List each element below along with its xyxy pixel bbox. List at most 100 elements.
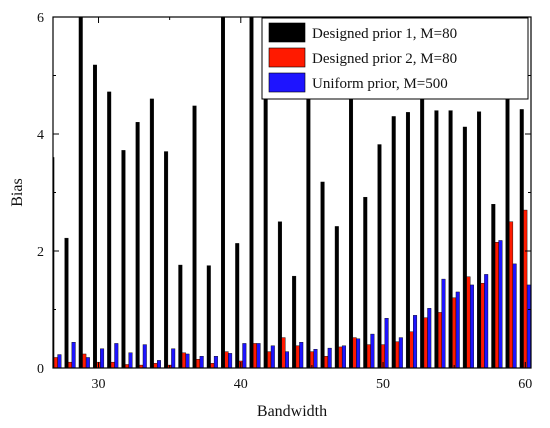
bar-3-x39	[228, 353, 233, 368]
bar-2-x42	[267, 351, 272, 368]
bar-3-x53	[427, 308, 432, 368]
bar-1-x43	[277, 221, 282, 368]
bar-1-x32	[121, 150, 126, 368]
bar-2-x56	[466, 276, 471, 368]
bar-3-x57	[484, 274, 489, 368]
bar-1-x47	[334, 226, 339, 368]
x-tick-label-60: 60	[518, 377, 532, 392]
legend-box	[261, 17, 529, 100]
bar-3-x43	[285, 351, 289, 368]
bar-3-x29	[85, 357, 90, 368]
y-tick-label-6: 6	[37, 11, 44, 26]
bar-3-x44	[299, 342, 304, 368]
bar-1-x57	[477, 111, 482, 368]
bar-3-x34	[157, 360, 161, 368]
bar-2-x36	[181, 352, 186, 368]
bar-1-x45	[306, 17, 311, 368]
bar-1-x28	[64, 237, 69, 368]
bar-2-x54	[437, 312, 442, 368]
y-tick-label-0: 0	[37, 362, 44, 377]
bar-2-x46	[324, 356, 329, 368]
bar-3-x37	[199, 356, 204, 368]
bar-1-x35	[164, 151, 169, 368]
bar-2-x48	[352, 337, 357, 368]
bar-3-x49	[370, 333, 375, 368]
bar-2-x47	[338, 346, 343, 368]
bar-2-x51	[395, 341, 400, 368]
bar-2-x53	[423, 317, 428, 368]
bars-layer	[53, 17, 531, 368]
bar-1-x38	[206, 265, 211, 368]
bar-1-x42	[263, 17, 268, 368]
bar-3-x32	[128, 352, 133, 368]
bar-3-x38	[213, 356, 218, 368]
bar-3-x31	[114, 343, 119, 368]
legend-swatch-2	[268, 47, 306, 68]
bar-2-x55	[452, 297, 457, 368]
bar-1-x44	[292, 275, 297, 368]
bar-1-x53	[420, 17, 425, 368]
bar-3-x51	[398, 337, 403, 368]
bar-1-x41	[249, 17, 254, 368]
bar-1-x30	[92, 64, 97, 368]
bar-2-x60	[523, 209, 528, 368]
bar-1-x56	[462, 126, 467, 368]
bar-3-x30	[100, 348, 105, 368]
bar-3-x48	[356, 338, 361, 368]
bar-2-x29	[82, 353, 87, 368]
bar-1-x31	[107, 91, 112, 368]
bar-2-x57	[480, 282, 485, 368]
bar-1-x51	[391, 116, 396, 368]
bar-1-x40	[235, 243, 240, 368]
bar-3-x55	[455, 291, 460, 368]
bar-1-x60	[519, 109, 524, 368]
bar-3-x41	[256, 343, 261, 368]
bar-2-x38	[210, 363, 215, 368]
bar-3-x27	[57, 354, 62, 368]
bar-2-x39	[224, 351, 229, 368]
bar-2-x43	[281, 337, 286, 368]
bar-3-x59	[512, 263, 517, 368]
bar-2-x28	[68, 361, 73, 368]
bar-3-x42	[270, 345, 275, 368]
legend: Designed prior 1, M=80 Designed prior 2, …	[261, 17, 529, 100]
legend-label-3: Uniform prior, M=500	[312, 76, 448, 92]
bar-1-x34	[149, 98, 154, 368]
bar-2-x31	[110, 361, 115, 368]
bar-3-x46	[327, 347, 332, 368]
bar-3-x35	[171, 348, 176, 368]
bar-3-x60	[526, 284, 531, 368]
y-tick-label-2: 2	[37, 245, 44, 260]
bar-3-x40	[242, 343, 247, 368]
x-axis-label: Bandwidth	[257, 403, 327, 420]
bar-1-x37	[192, 105, 197, 368]
x-tick-label-30: 30	[92, 377, 106, 392]
legend-swatch-3	[268, 72, 306, 93]
bar-2-x59	[509, 221, 514, 368]
bar-1-x58	[491, 203, 496, 368]
legend-label-2: Designed prior 2, M=80	[312, 51, 457, 67]
bar-2-x37	[196, 359, 201, 368]
x-tick-label-50: 50	[376, 377, 390, 392]
bar-3-x50	[384, 318, 389, 368]
bar-1-x49	[363, 196, 368, 368]
bar-2-x41	[253, 343, 257, 368]
x-tick-label-40: 40	[234, 377, 248, 392]
bar-2-x49	[366, 344, 371, 368]
bar-3-x36	[185, 353, 190, 368]
legend-label-1: Designed prior 1, M=80	[312, 26, 457, 42]
bar-3-x56	[469, 284, 474, 368]
bar-1-x36	[178, 264, 183, 368]
bar-3-x33	[142, 344, 147, 368]
bar-3-x54	[441, 278, 446, 368]
bar-1-x50	[377, 144, 382, 368]
bar-1-x52	[405, 112, 410, 368]
y-axis-label: Bias	[9, 178, 26, 206]
bar-3-x45	[313, 349, 318, 368]
bar-1-x54	[434, 110, 439, 368]
legend-swatch-1	[268, 22, 306, 43]
bar-1-x33	[135, 122, 140, 368]
bar-2-x52	[409, 331, 414, 368]
bar-2-x27	[53, 357, 58, 368]
